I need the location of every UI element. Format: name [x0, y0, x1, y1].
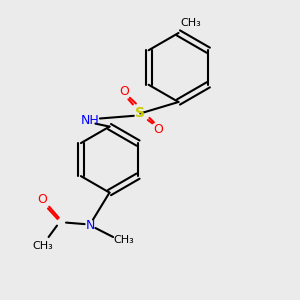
Text: CH₃: CH₃: [180, 17, 201, 28]
Text: O: O: [154, 123, 163, 136]
Text: NH: NH: [81, 113, 99, 127]
Text: N: N: [85, 219, 95, 232]
Text: CH₃: CH₃: [113, 235, 134, 245]
Text: O: O: [38, 193, 47, 206]
Text: S: S: [135, 106, 146, 120]
Text: CH₃: CH₃: [33, 241, 54, 251]
Text: O: O: [119, 85, 129, 98]
